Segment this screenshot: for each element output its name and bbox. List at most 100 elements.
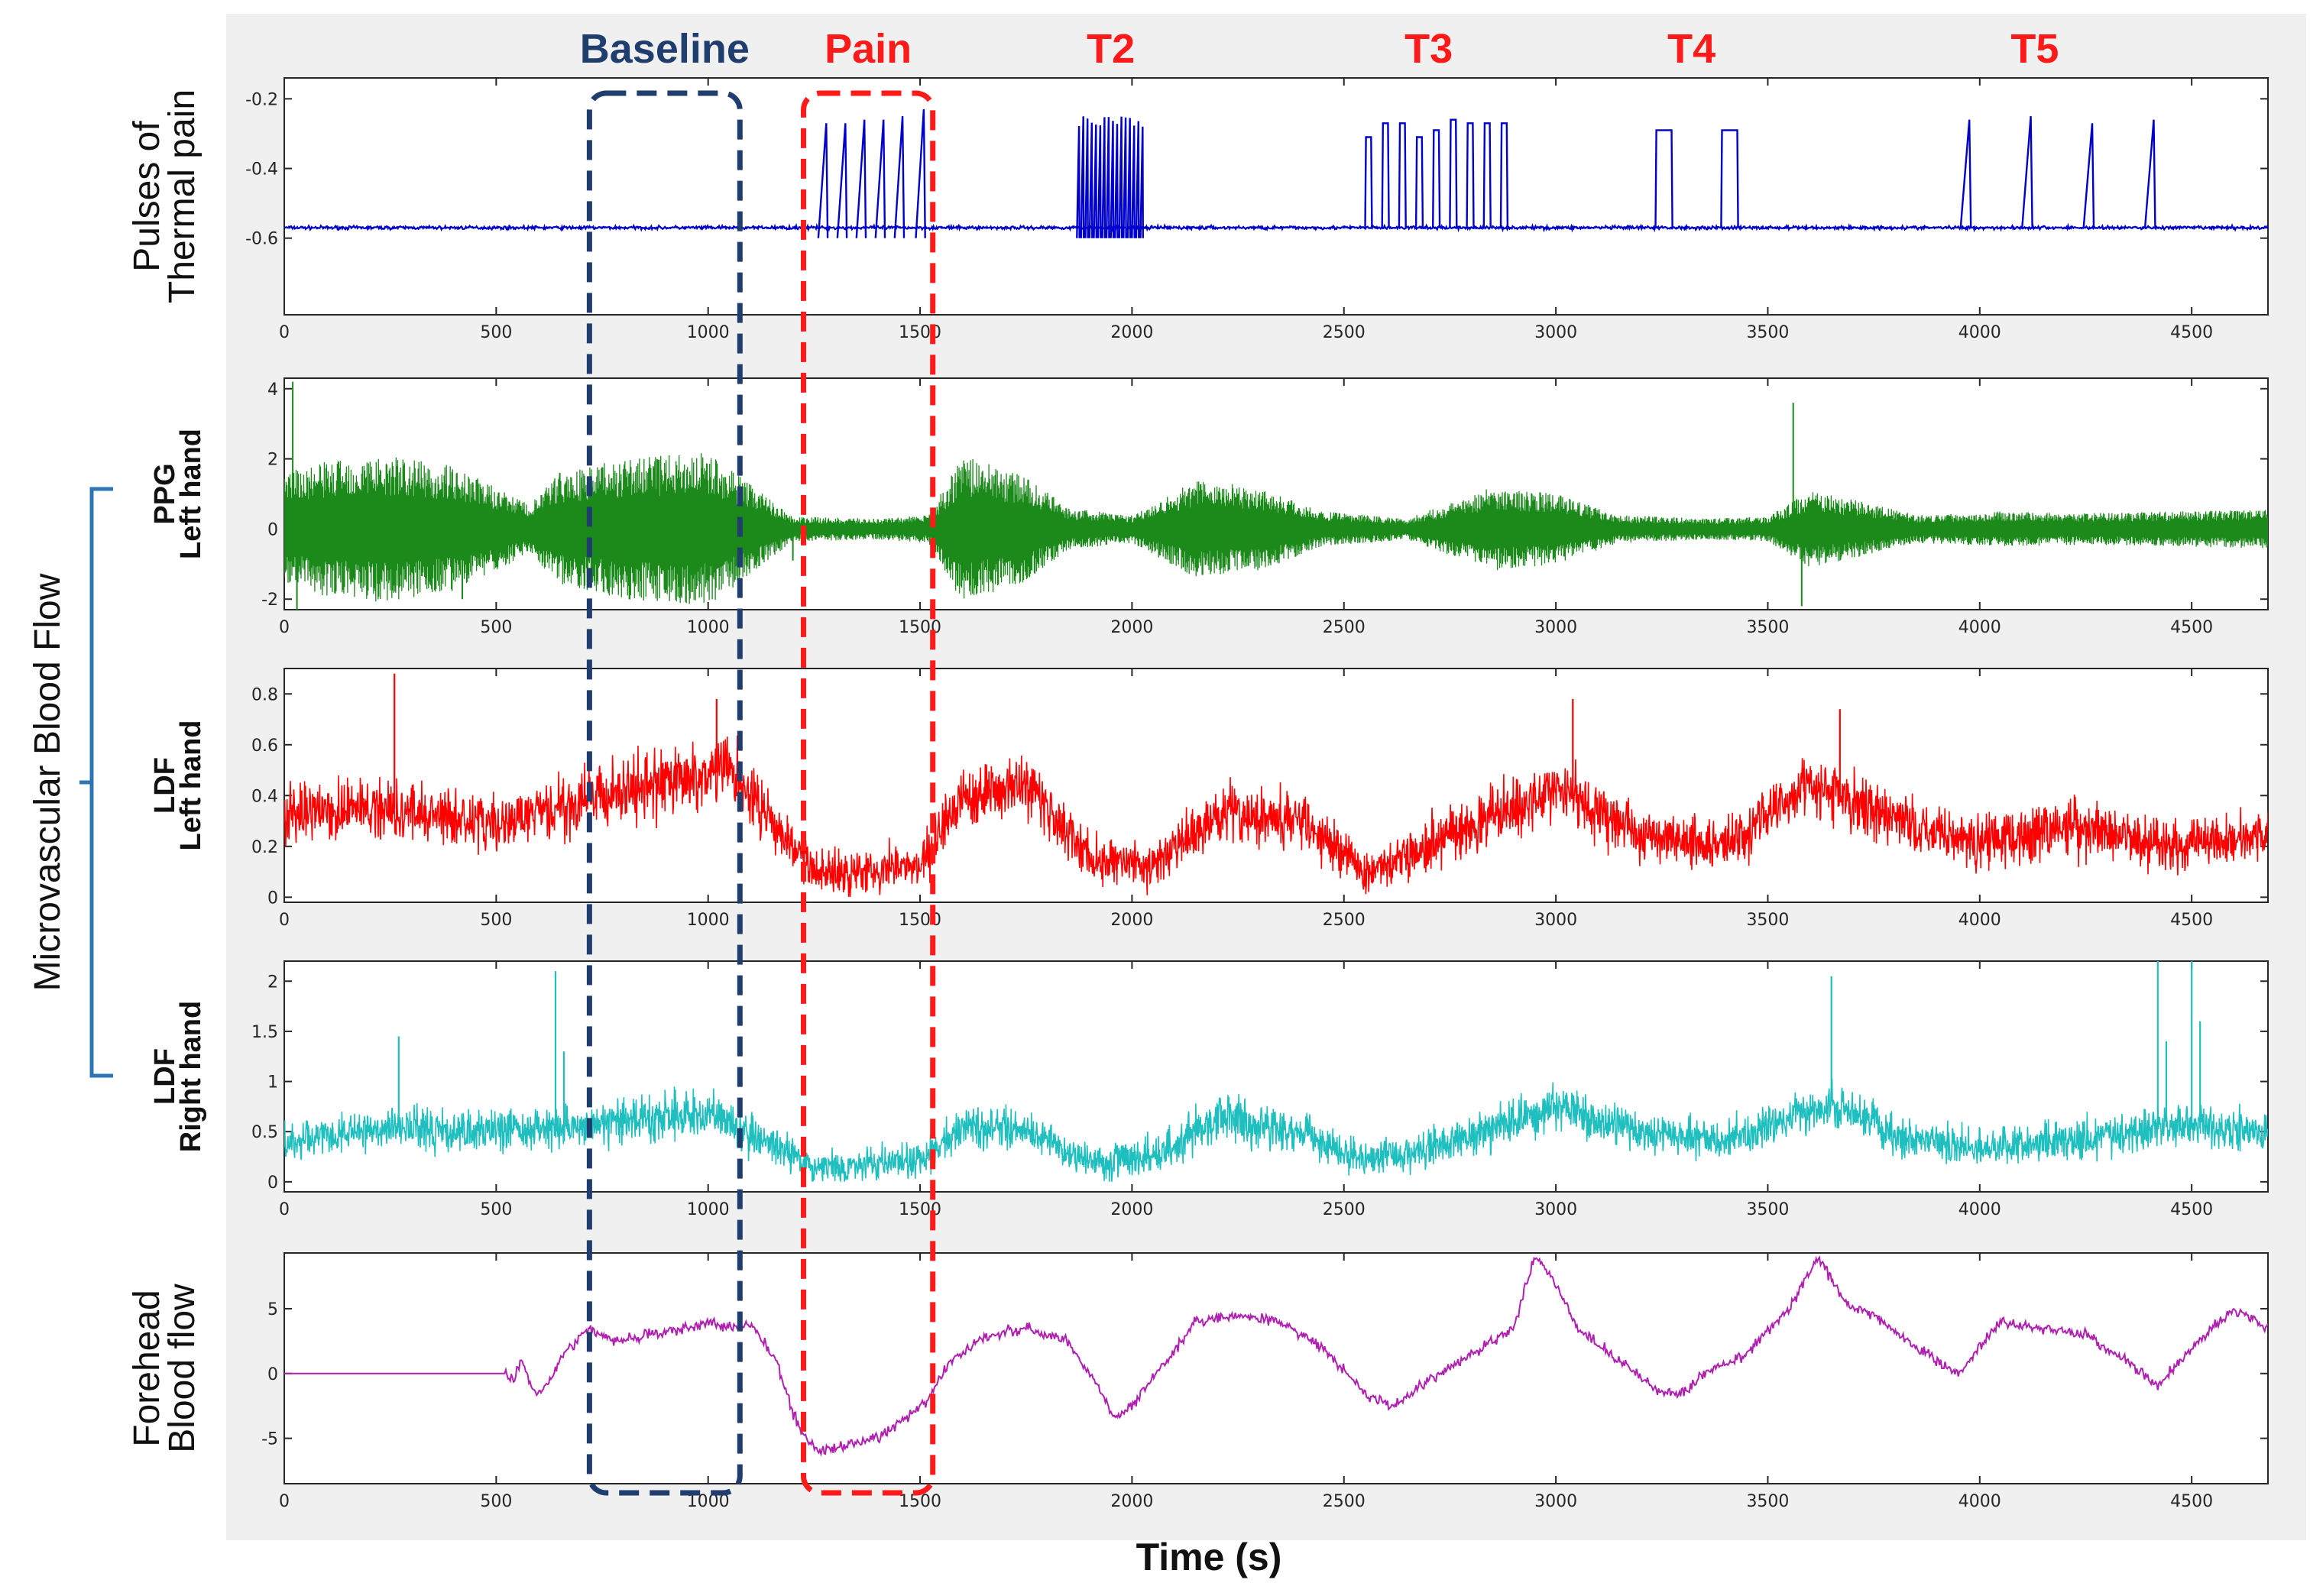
- subplot-ppg: 0 500 1000 1500 2000 2500 3000 3500 4000 4500-202…: [149, 377, 2269, 637]
- x-tick-label: 3000: [1534, 618, 1577, 637]
- y-tick-label: 5: [267, 1300, 278, 1319]
- y-tick-label: 0.4: [251, 787, 278, 806]
- y-tick-label: -2: [261, 591, 278, 610]
- x-tick-label: 0: [279, 1200, 290, 1219]
- subplot-forehead: 0 500 1000 1500 2000 2500 3000 3500 4000 4500-505…: [127, 1252, 2269, 1511]
- x-tick-label: 500: [480, 1492, 512, 1511]
- segment-label-baseline: Baseline: [580, 26, 750, 72]
- plot-area: [283, 1252, 2269, 1484]
- x-tick-label: 2500: [1323, 1200, 1366, 1219]
- series-spikes: [292, 381, 1803, 610]
- x-tick-label: 2500: [1323, 323, 1366, 342]
- x-tick-label: 4000: [1958, 618, 2001, 637]
- subplot-ldf_left: 0 500 1000 1500 2000 2500 3000 3500 4000 450000.2…: [149, 668, 2269, 930]
- x-tick-label: 4000: [1958, 323, 2001, 342]
- x-axis-title: Time (s): [1136, 1536, 1282, 1578]
- x-tick-label: 4500: [2170, 911, 2213, 930]
- x-tick-label: 4500: [2170, 323, 2213, 342]
- series-spikes: [397, 961, 2201, 1128]
- y-tick-label: 0.8: [251, 685, 278, 704]
- group-label: Microvascular Blood Flow: [28, 573, 68, 991]
- pulse-marks: [817, 108, 2156, 238]
- y-axis-label: Blood flow: [162, 1284, 202, 1453]
- x-tick-label: 500: [480, 323, 512, 342]
- x-tick-label: 2000: [1110, 911, 1153, 930]
- x-tick-label: 2500: [1323, 618, 1366, 637]
- y-tick-label: 0: [267, 1174, 278, 1193]
- x-tick-label: 1000: [687, 911, 730, 930]
- y-tick-label: 1: [267, 1073, 278, 1093]
- segment-boxes: [586, 90, 936, 1496]
- segment-label-t5: T5: [2010, 26, 2059, 72]
- x-tick-label: 4500: [2170, 1492, 2213, 1511]
- x-tick-label: 2000: [1110, 618, 1153, 637]
- group-bracket: Microvascular Blood Flow: [28, 487, 113, 1078]
- plot-area: [283, 960, 2269, 1193]
- y-tick-label: 2: [267, 973, 278, 992]
- y-tick-label: -0.2: [245, 90, 278, 109]
- x-tick-label: 4000: [1958, 1200, 2001, 1219]
- y-tick-label: 0.6: [251, 736, 278, 756]
- y-axis-label: Right hand: [175, 1001, 207, 1152]
- y-axis-label: PPG: [149, 463, 181, 524]
- x-tick-label: 3000: [1534, 323, 1577, 342]
- plot-area: [283, 668, 2269, 903]
- y-axis-label: LDF: [149, 757, 181, 814]
- x-tick-label: 2000: [1110, 1200, 1153, 1219]
- series-line: [284, 1255, 2268, 1457]
- series-spikes: [394, 673, 1841, 809]
- y-tick-label: 0: [267, 520, 278, 539]
- x-tick-label: 0: [279, 1492, 290, 1511]
- x-tick-label: 3500: [1746, 618, 1789, 637]
- y-tick-label: -0.4: [245, 160, 278, 180]
- x-tick-label: 500: [480, 618, 512, 637]
- y-tick-label: 0: [267, 889, 278, 908]
- series-line: [284, 222, 2268, 233]
- y-axis-label: Thermal pain: [162, 89, 202, 303]
- segment-box-pain: [801, 90, 936, 1496]
- x-tick-label: 4000: [1958, 1492, 2001, 1511]
- y-tick-label: 2: [267, 451, 278, 470]
- y-tick-label: 0: [267, 1365, 278, 1384]
- microvascular-bracket: [79, 487, 113, 1078]
- plot-area: [283, 77, 2269, 316]
- y-tick-label: 0.2: [251, 838, 278, 857]
- y-tick-label: 1.5: [251, 1023, 278, 1042]
- y-tick-label: -5: [261, 1430, 278, 1449]
- series-line: [284, 1078, 2268, 1183]
- series-line: [284, 735, 2268, 898]
- segment-box-baseline: [586, 90, 743, 1496]
- x-tick-label: 4500: [2170, 1200, 2213, 1219]
- y-tick-label: 0.5: [251, 1123, 278, 1142]
- x-tick-label: 1500: [899, 1492, 941, 1511]
- y-axis-label: Pulses of: [127, 121, 167, 272]
- x-tick-label: 2000: [1110, 323, 1153, 342]
- y-tick-label: 4: [267, 380, 278, 400]
- segment-label-t3: T3: [1404, 26, 1453, 72]
- x-tick-label: 3500: [1746, 1200, 1789, 1219]
- x-tick-label: 3000: [1534, 1200, 1577, 1219]
- y-tick-label: -0.6: [245, 230, 278, 249]
- segment-label-t2: T2: [1087, 26, 1135, 72]
- x-tick-label: 0: [279, 323, 290, 342]
- x-tick-label: 4500: [2170, 618, 2213, 637]
- x-tick-label: 2000: [1110, 1492, 1153, 1511]
- x-tick-label: 3500: [1746, 911, 1789, 930]
- x-tick-label: 3500: [1746, 1492, 1789, 1511]
- x-tick-label: 500: [480, 1200, 512, 1219]
- y-axis-label: Left hand: [175, 720, 207, 851]
- x-tick-label: 3000: [1534, 911, 1577, 930]
- x-tick-label: 0: [279, 911, 290, 930]
- x-tick-label: 1000: [687, 618, 730, 637]
- segment-labels: Baseline Pain T2 T3 T4 T5: [580, 26, 2059, 72]
- segment-label-t4: T4: [1667, 26, 1715, 72]
- subplot-ldf_right: 0 500 1000 1500 2000 2500 3000 3500 4000 450000.5…: [149, 960, 2269, 1219]
- y-axis-label: LDF: [149, 1048, 181, 1105]
- x-tick-label: 3000: [1534, 1492, 1577, 1511]
- x-tick-label: 0: [279, 618, 290, 637]
- subplots: 0 500 1000 1500 2000 2500 3000 3500 4000 4500-0.6…: [127, 77, 2269, 1511]
- segment-label-pain: Pain: [825, 26, 912, 72]
- x-tick-label: 2500: [1323, 911, 1366, 930]
- x-tick-label: 1000: [687, 323, 730, 342]
